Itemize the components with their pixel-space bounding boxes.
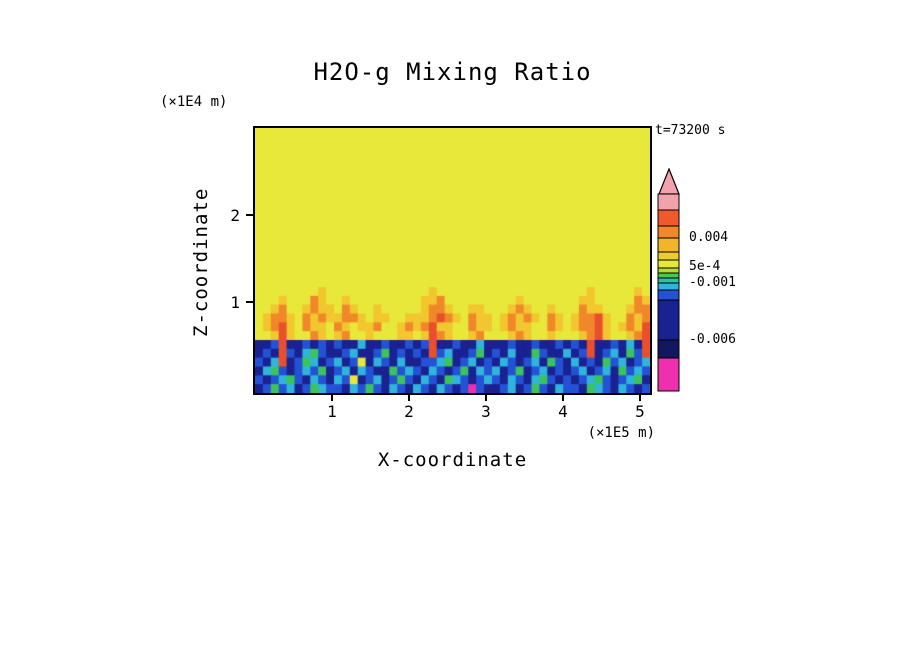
x-axis-tick [639,395,641,401]
x-tick-label: 5 [635,402,645,421]
colorbar-tick-label: 5e-4 [689,259,721,274]
time-annotation: t=73200 s [655,123,726,138]
heatmap-canvas [255,128,650,393]
x-axis-unit-label: (×1E5 m) [587,425,655,441]
x-axis-tick [331,395,333,401]
x-tick-label: 3 [481,402,491,421]
colorbar-tick-label: -0.001 [689,275,736,290]
z-axis-unit-label: (×1E4 m) [160,94,228,110]
colorbar-tick-label: 0.004 [689,230,729,245]
z-tick-label: 2 [230,206,240,225]
z-axis-tick [246,214,253,216]
x-tick-label: 4 [558,402,568,421]
x-tick-label: 1 [327,402,337,421]
x-axis-tick [562,395,564,401]
z-axis-tick [246,301,253,303]
z-axis-label: Z-coordinate [190,187,212,337]
z-tick-label: 1 [230,293,240,312]
colorbar [657,168,680,392]
colorbar-tick-label: -0.006 [689,332,736,347]
x-axis-label: X-coordinate [377,449,528,471]
x-axis-tick [485,395,487,401]
x-tick-label: 2 [404,402,414,421]
plot-frame [253,126,652,395]
chart-title: H2O-g Mixing Ratio [313,58,592,86]
x-axis-tick [408,395,410,401]
